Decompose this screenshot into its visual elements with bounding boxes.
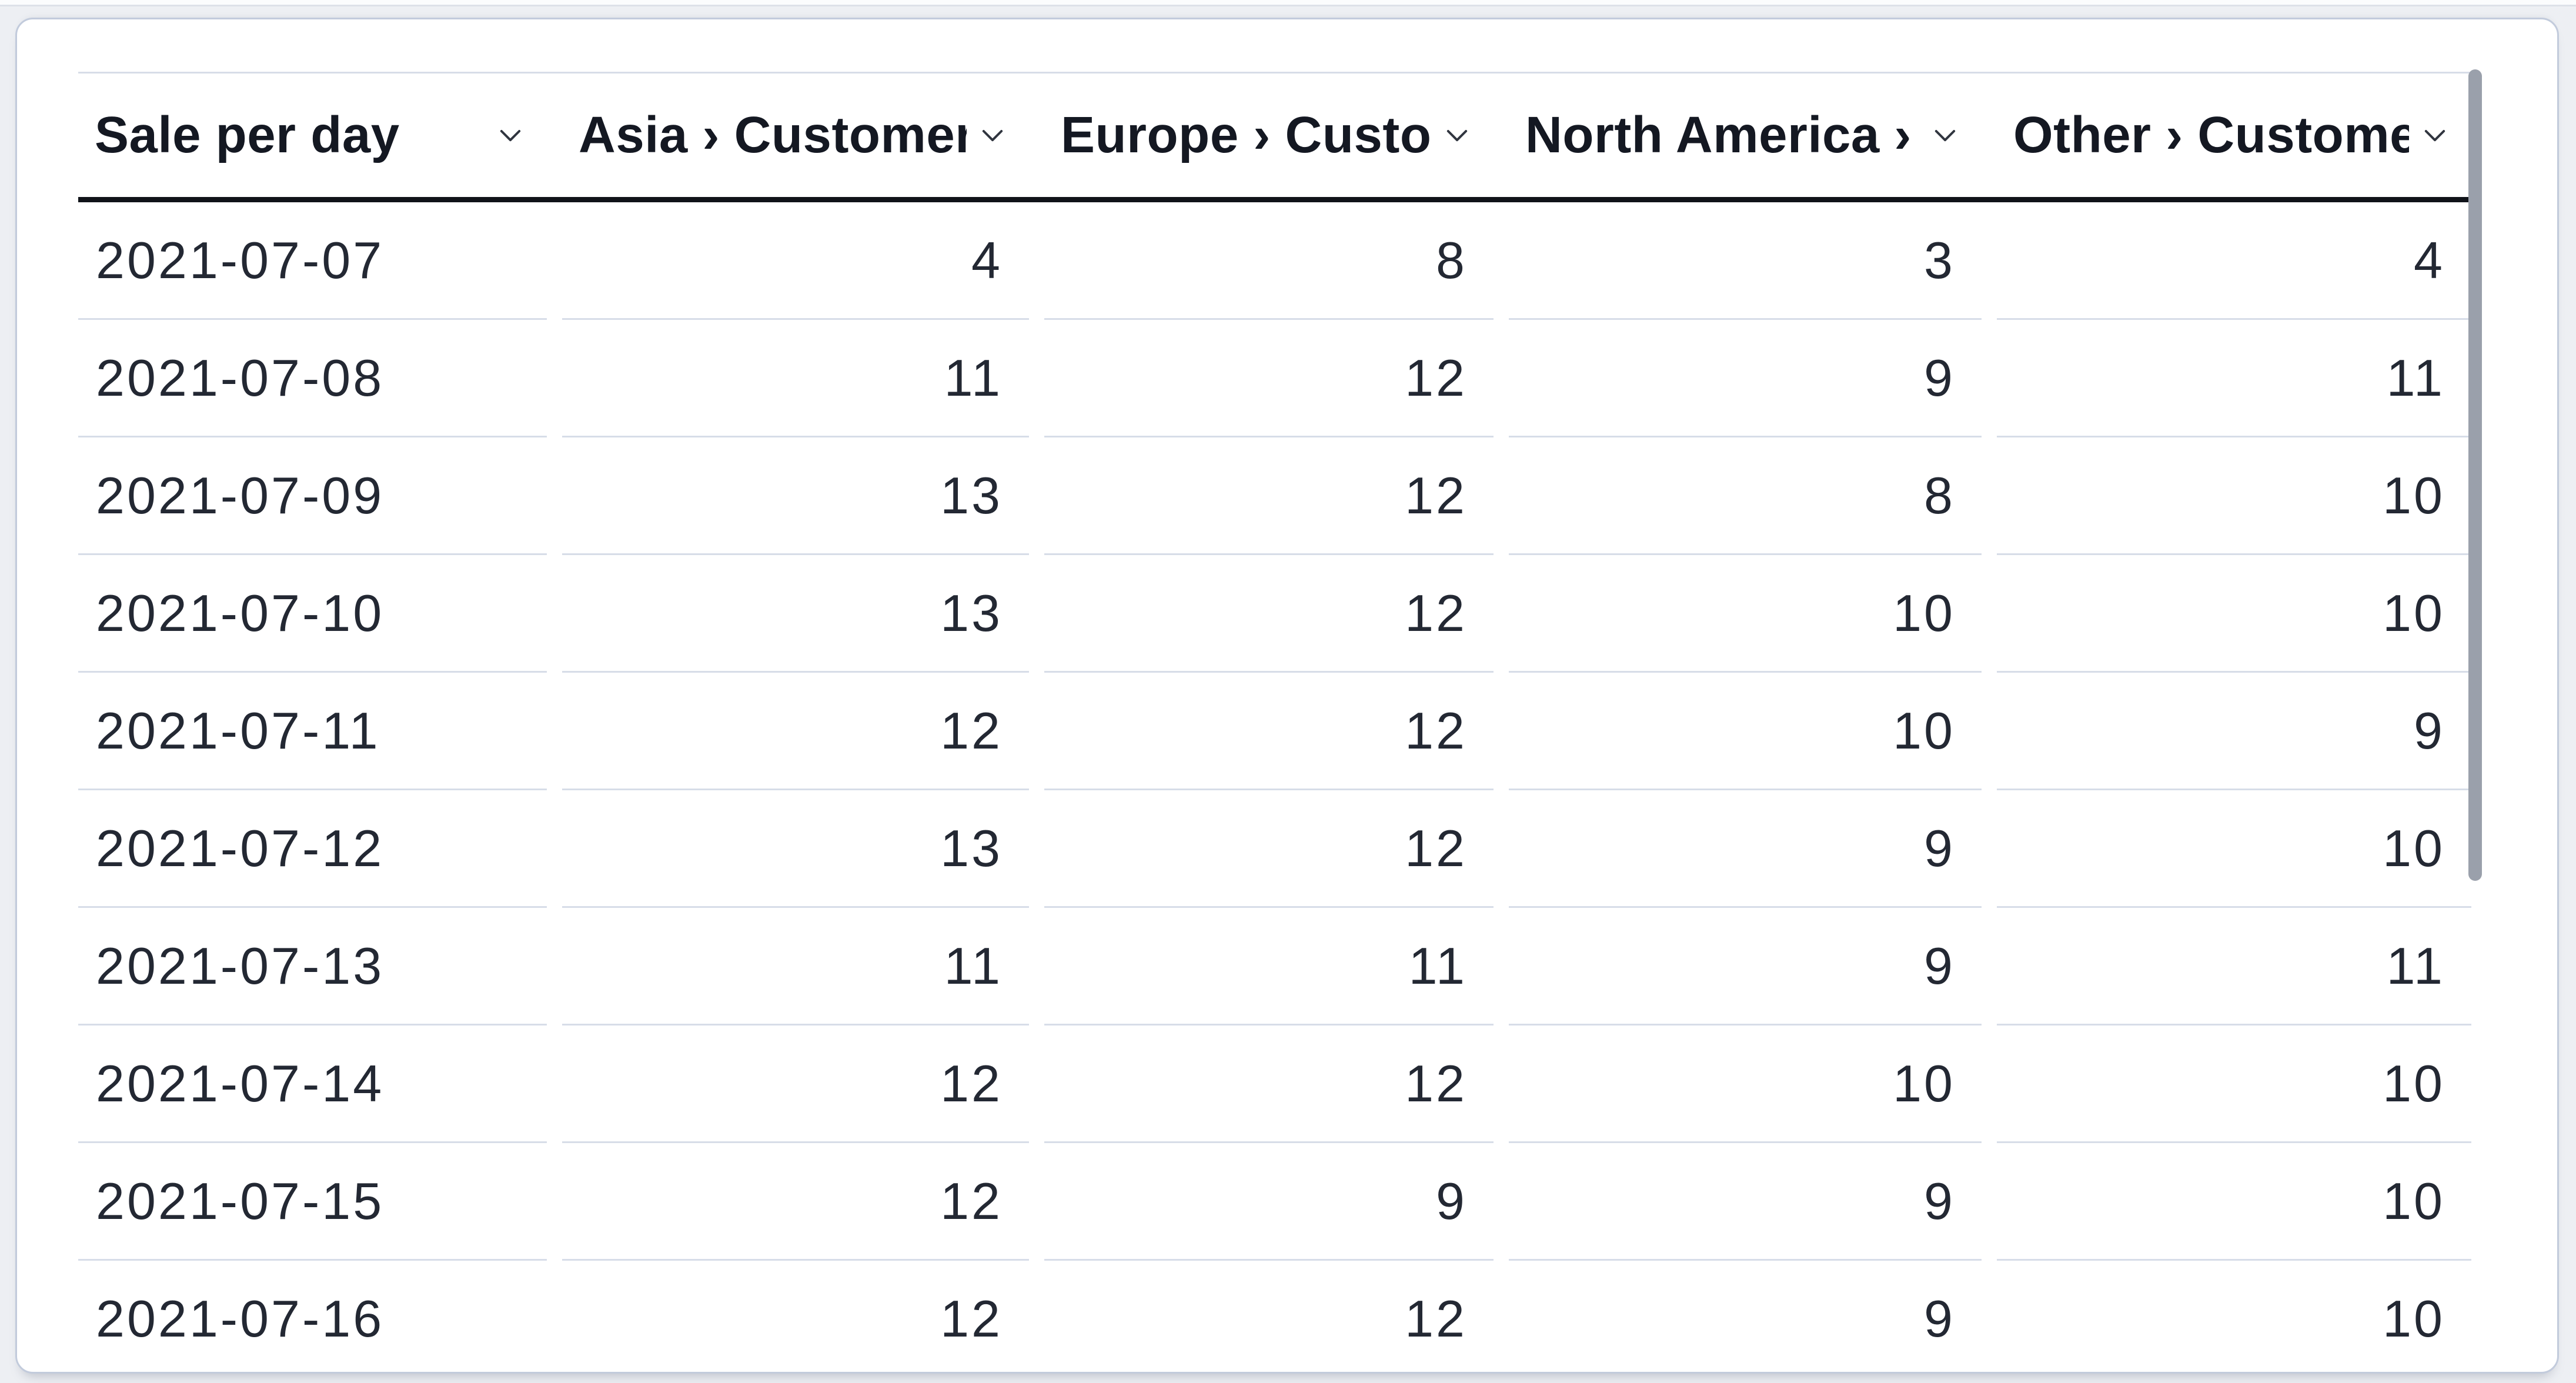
value-cell: 12 [1044, 1261, 1494, 1372]
value-cell: 3 [1509, 202, 1982, 320]
value-cell: 12 [1044, 437, 1494, 555]
adjacent-element-edge [0, 0, 2576, 6]
value-cell: 12 [562, 1143, 1029, 1261]
value-cell: 9 [1509, 790, 1982, 908]
value-cell: 10 [1997, 1025, 2471, 1143]
column-header-north-america-customers[interactable]: North America › Customers [1509, 74, 1982, 197]
value-cell: 12 [562, 1025, 1029, 1143]
date-cell: 2021-07-16 [78, 1261, 547, 1372]
value-cell: 9 [1509, 320, 1982, 437]
chevron-down-icon[interactable] [1441, 119, 1474, 152]
column-header-label: Asia › Customers [579, 106, 967, 163]
date-cell: 2021-07-14 [78, 1025, 547, 1143]
chevron-down-icon[interactable] [976, 119, 1009, 152]
date-cell: 2021-07-15 [78, 1143, 547, 1261]
column-header-asia-customers[interactable]: Asia › Customers [562, 74, 1029, 197]
date-cell: 2021-07-12 [78, 790, 547, 908]
column-header-other-customers[interactable]: Other › Customers [1997, 74, 2471, 197]
column-header-sale-per-day[interactable]: Sale per day [78, 74, 547, 197]
table-header-row: Sale per day Asia › Customers Europe › C… [78, 72, 2471, 202]
value-cell: 12 [1044, 673, 1494, 790]
chevron-down-icon[interactable] [2418, 119, 2451, 152]
table-row: 2021-07-08 11 12 9 11 [78, 320, 2471, 437]
value-cell: 10 [1509, 673, 1982, 790]
value-cell: 9 [1044, 1143, 1494, 1261]
column-header-label: Sale per day [95, 106, 400, 163]
value-cell: 10 [1509, 1025, 1982, 1143]
date-cell: 2021-07-13 [78, 908, 547, 1025]
data-table: Sale per day Asia › Customers Europe › C… [78, 72, 2471, 1372]
value-cell: 9 [1997, 673, 2471, 790]
table-row: 2021-07-15 12 9 9 10 [78, 1143, 2471, 1261]
column-header-label: Europe › Customers [1061, 106, 1431, 163]
value-cell: 11 [1997, 908, 2471, 1025]
value-cell: 12 [1044, 555, 1494, 673]
value-cell: 13 [562, 790, 1029, 908]
value-cell: 9 [1509, 1261, 1982, 1372]
value-cell: 12 [1044, 1025, 1494, 1143]
table-row: 2021-07-14 12 12 10 10 [78, 1025, 2471, 1143]
date-cell: 2021-07-11 [78, 673, 547, 790]
value-cell: 10 [1997, 1261, 2471, 1372]
table-row: 2021-07-12 13 12 9 10 [78, 790, 2471, 908]
table-row: 2021-07-16 12 12 9 10 [78, 1261, 2471, 1372]
value-cell: 8 [1044, 202, 1494, 320]
table-body: 2021-07-07 4 8 3 4 2021-07-08 11 12 9 11 2021-07-0… [78, 202, 2471, 1372]
value-cell: 13 [562, 555, 1029, 673]
value-cell: 13 [562, 437, 1029, 555]
value-cell: 12 [562, 673, 1029, 790]
value-cell: 4 [562, 202, 1029, 320]
table-row: 2021-07-09 13 12 8 10 [78, 437, 2471, 555]
value-cell: 10 [1997, 790, 2471, 908]
column-header-label: North America › Customers [1525, 106, 1919, 163]
date-cell: 2021-07-07 [78, 202, 547, 320]
chevron-down-icon[interactable] [1929, 119, 1962, 152]
value-cell: 10 [1997, 437, 2471, 555]
value-cell: 12 [562, 1261, 1029, 1372]
column-header-europe-customers[interactable]: Europe › Customers [1044, 74, 1494, 197]
value-cell: 8 [1509, 437, 1982, 555]
table-card: Sale per day Asia › Customers Europe › C… [15, 18, 2559, 1374]
value-cell: 11 [1044, 908, 1494, 1025]
table-row: 2021-07-13 11 11 9 11 [78, 908, 2471, 1025]
value-cell: 10 [1997, 1143, 2471, 1261]
table-row: 2021-07-07 4 8 3 4 [78, 202, 2471, 320]
value-cell: 4 [1997, 202, 2471, 320]
table-row: 2021-07-11 12 12 10 9 [78, 673, 2471, 790]
value-cell: 12 [1044, 790, 1494, 908]
value-cell: 10 [1509, 555, 1982, 673]
date-cell: 2021-07-08 [78, 320, 547, 437]
value-cell: 9 [1509, 1143, 1982, 1261]
value-cell: 11 [562, 320, 1029, 437]
value-cell: 12 [1044, 320, 1494, 437]
chevron-down-icon[interactable] [494, 119, 527, 152]
date-cell: 2021-07-10 [78, 555, 547, 673]
table-row: 2021-07-10 13 12 10 10 [78, 555, 2471, 673]
date-cell: 2021-07-09 [78, 437, 547, 555]
value-cell: 11 [562, 908, 1029, 1025]
value-cell: 11 [1997, 320, 2471, 437]
value-cell: 9 [1509, 908, 1982, 1025]
column-header-label: Other › Customers [2013, 106, 2409, 163]
vertical-scrollbar[interactable] [2468, 69, 2482, 881]
value-cell: 10 [1997, 555, 2471, 673]
